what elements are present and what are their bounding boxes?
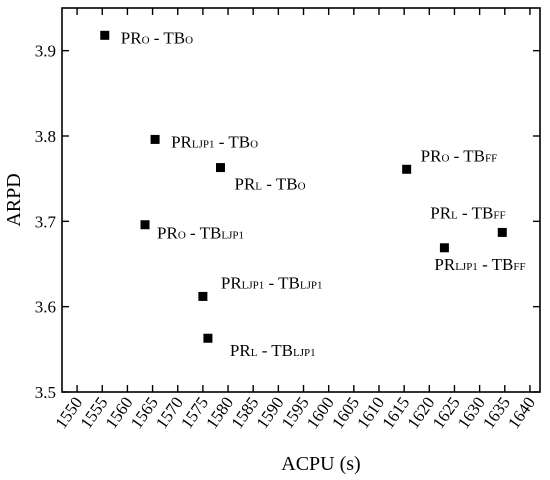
y-tick-label: 3.5 — [35, 383, 56, 402]
label-text: PR — [157, 224, 178, 243]
label-subscript: O — [178, 230, 186, 242]
data-point — [150, 134, 160, 144]
label-subscript: L — [251, 347, 258, 359]
x-tick-label: 1565 — [127, 393, 162, 432]
label-subscript: O — [250, 138, 258, 150]
label-subscript: O — [441, 152, 449, 164]
x-tick-label: 1560 — [102, 393, 137, 432]
x-tick-label: 1590 — [253, 393, 288, 432]
data-points — [100, 30, 507, 343]
data-point — [215, 163, 225, 173]
label-text: PR — [221, 273, 242, 292]
label-text: - TB — [262, 175, 298, 194]
data-point — [402, 164, 412, 174]
label-text: - TB — [257, 341, 293, 360]
label-text: PR — [421, 146, 442, 165]
data-point — [439, 243, 449, 253]
plot-frame — [61, 7, 541, 393]
label-text: - TB — [150, 28, 186, 47]
label-subscript: L — [255, 181, 262, 193]
data-point — [497, 227, 507, 237]
point-label: PRO - TBFF — [421, 146, 498, 165]
point-label: PRO - TBO — [121, 28, 193, 47]
y-axis-ticks: 3.5 3.6 3.7 3.8 3.9 — [35, 42, 540, 402]
label-subscript: LJP1 — [455, 261, 478, 273]
x-tick-label: 1620 — [404, 393, 439, 432]
x-tick-label: 1640 — [504, 393, 539, 432]
label-subscript: FF — [485, 152, 497, 164]
point-label: PRL - TBFF — [430, 203, 505, 222]
label-subscript: LJP1 — [221, 230, 244, 242]
label-subscript: LJP1 — [300, 279, 323, 291]
x-tick-label: 1610 — [353, 393, 388, 432]
label-text: - TB — [264, 273, 300, 292]
data-point — [140, 220, 150, 230]
data-point — [198, 291, 208, 301]
x-tick-label: 1550 — [51, 393, 86, 432]
label-subscript: FF — [513, 261, 525, 273]
y-tick-label: 3.7 — [35, 212, 57, 231]
x-tick-label: 1595 — [278, 393, 313, 432]
x-tick-label: 1635 — [479, 393, 514, 432]
data-point — [100, 30, 110, 40]
x-tick-label: 1630 — [454, 393, 489, 432]
point-label: PRL - TBO — [234, 175, 305, 194]
x-tick-label: 1575 — [177, 393, 212, 432]
x-tick-label: 1615 — [378, 393, 413, 432]
point-label: PRLJP1 - TBFF — [434, 255, 525, 274]
x-axis-title: ACPU (s) — [281, 453, 360, 475]
label-text: PR — [230, 341, 251, 360]
x-tick-label: 1555 — [76, 393, 111, 432]
y-axis-title: ARPD — [3, 173, 25, 226]
y-tick-label: 3.9 — [35, 42, 56, 61]
x-tick-label: 1600 — [303, 393, 338, 432]
label-subscript: LJP1 — [293, 347, 316, 359]
label-text: PR — [430, 203, 451, 222]
label-subscript: LJP1 — [192, 138, 215, 150]
data-point — [203, 333, 213, 343]
label-text: PR — [234, 175, 255, 194]
label-subscript: FF — [493, 209, 505, 221]
label-text: PR — [121, 28, 142, 47]
point-label: PRLJP1 - TBO — [171, 132, 258, 151]
label-subscript: O — [185, 34, 193, 46]
x-tick-label: 1625 — [429, 393, 464, 432]
label-text: - TB — [478, 255, 514, 274]
label-subscript: O — [142, 34, 150, 46]
x-tick-label: 1580 — [202, 393, 237, 432]
y-tick-label: 3.8 — [35, 127, 56, 146]
label-text: PR — [434, 255, 455, 274]
label-text: PR — [171, 132, 192, 151]
x-tick-label: 1585 — [227, 393, 262, 432]
label-text: - TB — [215, 132, 251, 151]
label-subscript: L — [451, 209, 458, 221]
point-label: PRO - TBLJP1 — [157, 224, 244, 243]
point-label: PRLJP1 - TBLJP1 — [221, 273, 323, 292]
label-text: - TB — [449, 146, 485, 165]
point-label: PRL - TBLJP1 — [230, 341, 316, 360]
y-tick-label: 3.6 — [35, 298, 56, 317]
x-tick-label: 1570 — [152, 393, 187, 432]
label-text: - TB — [186, 224, 222, 243]
x-tick-label: 1605 — [328, 393, 363, 432]
label-subscript: O — [298, 181, 306, 193]
plot-border — [61, 7, 541, 393]
label-subscript: LJP1 — [242, 279, 265, 291]
label-text: - TB — [458, 203, 494, 222]
